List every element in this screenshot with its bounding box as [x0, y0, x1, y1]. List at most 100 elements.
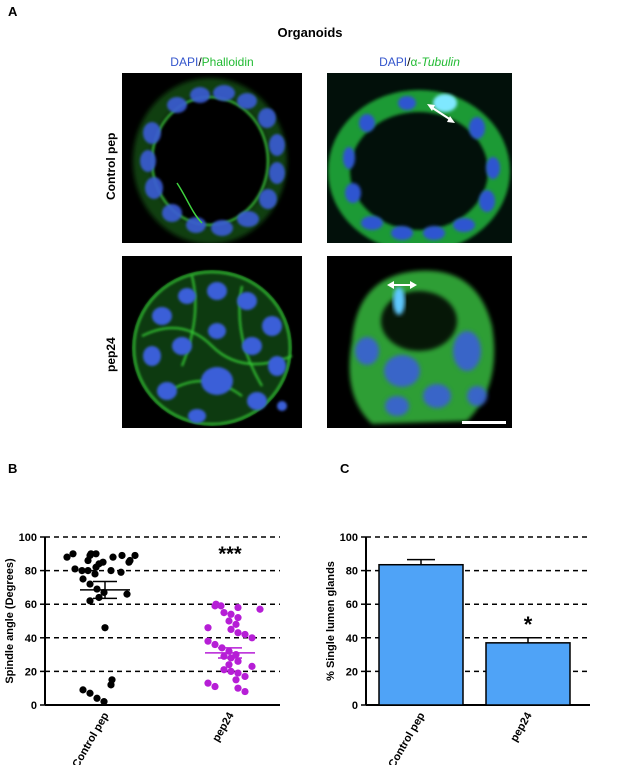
chart-b-point — [86, 689, 94, 697]
phalloidin-label: Phalloidin — [201, 55, 254, 69]
scale-bar — [462, 421, 506, 424]
chart-b-point — [101, 624, 109, 632]
chart-b-point — [131, 551, 139, 560]
chart-b-point — [69, 550, 77, 558]
micrograph-control-phalloidin — [122, 73, 302, 243]
chart-c-y-tick-label: 60 — [346, 599, 358, 611]
chart-b-point — [79, 575, 87, 583]
chart-b-point — [211, 602, 219, 610]
chart-c-x-tick-label: Control pep — [386, 710, 427, 765]
chart-b-point — [78, 567, 86, 575]
chart-c-y-tick-label: 0 — [352, 700, 358, 712]
chart-b-point — [92, 550, 100, 558]
chart-b-spindle-angle: 0 20 40 60 80 100 Spindle angle (Degrees) Contr… — [4, 532, 280, 765]
chart-b-point — [211, 640, 219, 649]
chart-b-point — [107, 681, 115, 689]
chart-b-point — [232, 620, 240, 628]
panel-b-letter: B — [8, 461, 18, 476]
chart-b-point — [234, 669, 242, 677]
chart-b-point — [204, 679, 212, 687]
chart-b-y-tick-label: 0 — [31, 700, 37, 712]
chart-b-point — [234, 629, 242, 637]
chart-c-significance: * — [524, 612, 533, 637]
dapi-label: DAPI — [170, 55, 199, 69]
chart-b-point — [118, 551, 126, 560]
chart-b-x-tick-label: Control pep — [70, 710, 111, 765]
chart-b-x-tick-label: pep24 — [210, 710, 237, 744]
chart-b-point — [86, 597, 94, 605]
chart-b-point — [86, 580, 94, 588]
chart-b-point — [217, 602, 225, 610]
chart-b-y-axis-label: Spindle angle (Degrees) — [4, 558, 16, 684]
chart-b-point — [71, 565, 79, 573]
micrograph-control-tubulin-image — [327, 73, 512, 243]
chart-b-point — [92, 563, 100, 571]
chart-b-point — [225, 617, 233, 625]
chart-b-point — [241, 672, 249, 681]
chart-b-y-tick-label: 20 — [25, 666, 37, 678]
chart-b-point — [204, 637, 212, 645]
chart-b-point — [204, 624, 212, 632]
chart-b-point — [100, 698, 108, 706]
chart-b-point — [227, 610, 235, 618]
chart-b-point — [123, 590, 131, 598]
chart-b-point — [256, 605, 264, 613]
chart-b-point — [117, 568, 125, 576]
micrograph-pep24-tubulin-image — [327, 256, 512, 428]
chart-c-bar — [378, 563, 464, 706]
chart-b-point — [225, 661, 233, 669]
chart-c-y-tick-label: 20 — [346, 666, 358, 678]
alpha-label: α- — [410, 55, 422, 69]
dapi-label: DAPI — [379, 55, 408, 69]
chart-b-point — [234, 603, 242, 612]
chart-b-point — [109, 553, 117, 561]
chart-c-y-tick-label: 100 — [340, 532, 358, 544]
column-header-tubulin: DAPI/α-Tubulin — [327, 55, 512, 69]
micrograph-pep24-tubulin — [327, 256, 512, 428]
chart-b-y-tick-label: 40 — [25, 633, 37, 645]
chart-b-y-tick-label: 80 — [25, 566, 37, 578]
micrograph-control-tubulin — [327, 73, 512, 243]
chart-b-point — [84, 567, 92, 575]
chart-b-point — [241, 630, 249, 639]
panel-c-letter: C — [340, 461, 350, 476]
chart-b-point — [220, 609, 228, 617]
chart-b-point — [234, 614, 242, 622]
chart-c-x-tick-label: pep24 — [508, 710, 535, 744]
panel-a-letter: A — [8, 4, 18, 19]
separator: / — [407, 55, 411, 69]
chart-b-point — [84, 556, 92, 565]
chart-b-y-tick-label: 60 — [25, 599, 37, 611]
chart-b-point — [220, 652, 228, 660]
chart-b-point — [93, 585, 101, 593]
chart-b-point — [227, 667, 235, 675]
chart-b-point — [220, 666, 228, 674]
chart-b-point — [91, 570, 99, 578]
chart-b-point — [227, 625, 235, 633]
chart-c-y-axis-label: % Single lumen glands — [325, 561, 337, 681]
chart-b-point — [107, 567, 115, 575]
chart-b-point — [63, 553, 71, 561]
chart-b-significance: *** — [218, 544, 242, 566]
chart-b-y-tick-label: 100 — [19, 532, 37, 544]
micrograph-control-phalloidin-image — [133, 78, 287, 243]
chart-b-point — [95, 593, 103, 602]
micrograph-pep24-phalloidin-image — [132, 270, 293, 426]
figure-title: Organoids — [277, 25, 343, 40]
chart-c-y-tick-label: 40 — [346, 633, 358, 645]
chart-b-point — [211, 682, 219, 691]
column-header-phalloidin: DAPI/Phalloidin — [122, 55, 302, 69]
row-label-pep24: pep24 — [104, 337, 118, 372]
chart-b-point — [93, 694, 101, 702]
chart-c-bar — [485, 642, 571, 706]
row-label-control: Control pep — [104, 132, 118, 200]
chart-b-point — [234, 657, 242, 665]
tubulin-label: Tubulin — [421, 55, 460, 69]
chart-b-point — [248, 634, 256, 642]
chart-b-point — [241, 687, 249, 696]
chart-b-point — [234, 684, 242, 692]
micrograph-pep24-phalloidin — [122, 256, 302, 428]
chart-c-single-lumen: 0 20 40 60 80 100 % Single lumen glands Control… — [325, 532, 590, 765]
chart-b-point — [125, 558, 133, 566]
chart-b-point — [248, 662, 256, 670]
